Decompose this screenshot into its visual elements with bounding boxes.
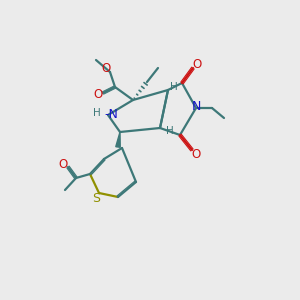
Text: N: N [191,100,201,113]
Text: O: O [93,88,103,101]
Text: -N: -N [104,109,118,122]
Text: O: O [191,148,201,160]
Text: H: H [166,126,174,136]
Text: S: S [92,191,100,205]
Text: O: O [58,158,68,172]
Text: O: O [101,62,111,76]
Text: O: O [192,58,202,70]
Polygon shape [116,132,120,147]
Text: H: H [170,82,178,92]
Text: H: H [93,108,101,118]
